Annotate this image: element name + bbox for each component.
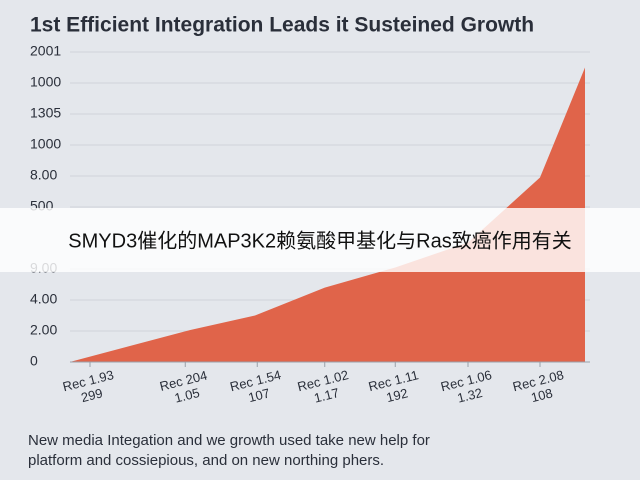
overlay-banner: [0, 208, 640, 272]
chart-title: 1st Efficient Integration Leads it Suste…: [30, 14, 534, 37]
y-tick-label: 2001: [30, 43, 61, 59]
y-tick-label: 1305: [30, 105, 61, 121]
y-tick-label: 2.00: [30, 322, 57, 338]
caption-line: New media Integation and we growth used …: [28, 432, 430, 449]
overlay-text: SMYD3催化的MAP3K2赖氨酸甲基化与Ras致癌作用有关: [68, 229, 571, 252]
caption-line: platform and cossiepious, and on new nor…: [28, 452, 384, 469]
y-tick-label: 4.00: [30, 291, 57, 307]
y-tick-label: 1000: [30, 136, 61, 152]
y-tick-label: 0: [30, 353, 38, 369]
y-tick-label: 8.00: [30, 167, 57, 183]
area: [69, 67, 585, 362]
y-tick-label: 1000: [30, 74, 61, 90]
